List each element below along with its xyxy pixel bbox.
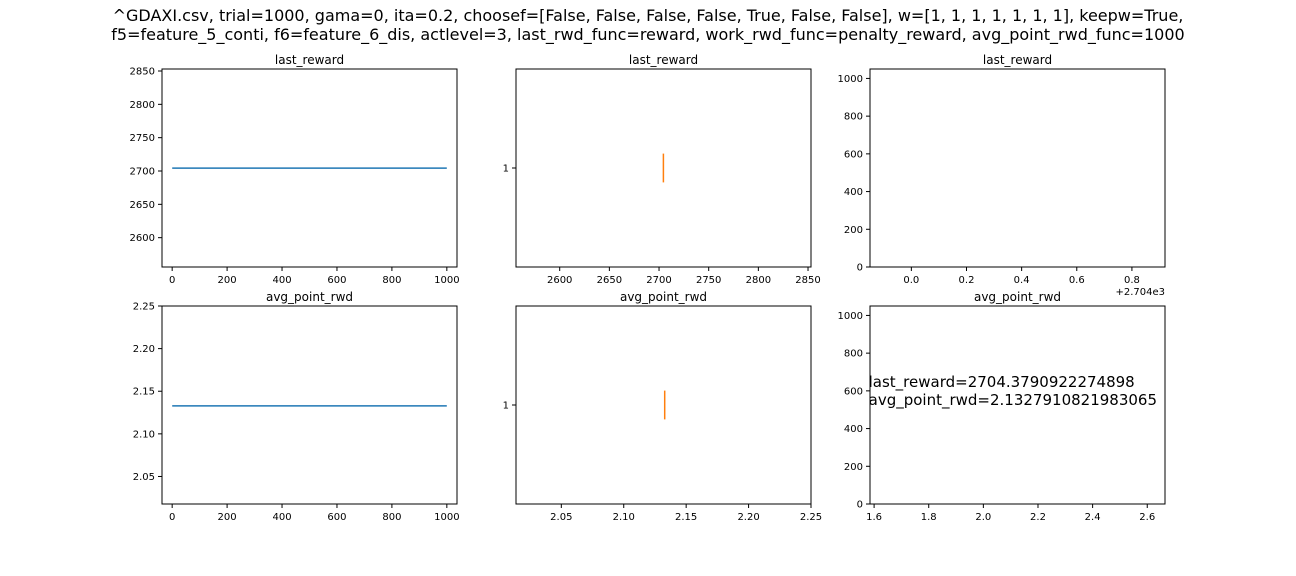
- y-tick-label: 200: [844, 462, 863, 473]
- subplot-2: last_reward 2600 2650 2700 2750 2800 2850 1: [503, 53, 821, 286]
- axes-frame: [869, 305, 1166, 505]
- x-tick-label: 2.6: [1139, 512, 1155, 523]
- subplot-3: last_reward 0.0 0.2 0.4 0.6 0.8 0 200 400 600 800 1…: [838, 53, 1166, 298]
- x-tick-label: 0.4: [1014, 275, 1030, 286]
- subplot-title: last_reward: [629, 53, 698, 67]
- subplot-title: avg_point_rwd: [974, 290, 1061, 304]
- axes-frame: [869, 68, 1166, 268]
- y-tick-label: 1: [503, 401, 509, 412]
- x-tick-label: 2.2: [1030, 512, 1046, 523]
- x-tick-label: 1000: [434, 275, 459, 286]
- y-tick-label: 200: [844, 225, 863, 236]
- x-tick-label: 2.15: [675, 512, 697, 523]
- x-tick-label: 600: [327, 512, 346, 523]
- subplot-title: last_reward: [275, 53, 344, 67]
- figure-suptitle: ^GDAXI.csv, trial=1000, gama=0, ita=0.2,…: [0, 6, 1296, 44]
- x-tick-label: 0: [169, 275, 175, 286]
- suptitle-line-2: f5=feature_5_conti, f6=feature_6_dis, ac…: [111, 25, 1185, 44]
- subplot-1: last_reward 0 200 400 600 800 1000 2600 2650 2700…: [130, 53, 460, 286]
- axes-frame: [515, 68, 812, 268]
- y-tick-label: 2.10: [133, 429, 155, 440]
- subplot-6: avg_point_rwd 1.6 1.8 2.0 2.2 2.4 2.6 0 200 400 60…: [838, 290, 1166, 523]
- subplot-title: avg_point_rwd: [620, 290, 707, 304]
- x-tick-label: 2.10: [613, 512, 635, 523]
- annotation-line-2: avg_point_rwd=2.1327910821983065: [869, 391, 1157, 410]
- x-tick-label: 0.2: [959, 275, 975, 286]
- x-tick-label: 1000: [434, 512, 459, 523]
- x-tick-label: 2700: [646, 275, 671, 286]
- subplot-5: avg_point_rwd 2.05 2.10 2.15 2.20 2.25 1: [503, 290, 823, 523]
- x-offset-text: +2.704e3: [1115, 287, 1165, 298]
- y-tick-label: 800: [844, 349, 863, 360]
- x-tick-label: 200: [218, 275, 237, 286]
- x-tick-label: 2.25: [800, 512, 822, 523]
- subplot-title: last_reward: [983, 53, 1052, 67]
- y-tick-label: 0: [857, 500, 863, 511]
- y-tick-label: 2.25: [133, 302, 155, 313]
- x-tick-label: 2800: [746, 275, 771, 286]
- y-tick-label: 2.20: [133, 344, 155, 355]
- x-tick-label: 0: [169, 512, 175, 523]
- x-tick-label: 2.20: [737, 512, 759, 523]
- y-tick-label: 800: [844, 112, 863, 123]
- y-tick-label: 400: [844, 187, 863, 198]
- x-tick-label: 1.6: [866, 512, 882, 523]
- y-tick-label: 2.05: [133, 472, 155, 483]
- x-tick-label: 2.4: [1085, 512, 1101, 523]
- x-tick-label: 2750: [696, 275, 721, 286]
- axes-frame: [515, 305, 812, 505]
- x-tick-label: 2.0: [975, 512, 991, 523]
- y-tick-label: 600: [844, 149, 863, 160]
- y-tick-label: 2650: [130, 200, 155, 211]
- x-tick-label: 0.8: [1124, 275, 1140, 286]
- x-tick-label: 2650: [597, 275, 622, 286]
- x-tick-label: 1.8: [921, 512, 937, 523]
- subplot-4: avg_point_rwd 0 200 400 600 800 1000 2.05 2.10 2.…: [133, 290, 460, 523]
- y-tick-label: 1: [503, 164, 509, 175]
- y-tick-label: 2800: [130, 100, 155, 111]
- x-tick-label: 2600: [547, 275, 572, 286]
- x-tick-label: 0.6: [1069, 275, 1085, 286]
- axes-frame: [161, 305, 458, 505]
- suptitle-line-1: ^GDAXI.csv, trial=1000, gama=0, ita=0.2,…: [112, 6, 1184, 25]
- x-tick-label: 400: [272, 275, 291, 286]
- y-tick-label: 2.15: [133, 387, 155, 398]
- y-tick-label: 2700: [130, 167, 155, 178]
- x-tick-label: 400: [272, 512, 291, 523]
- y-tick-label: 2850: [130, 67, 155, 78]
- subplot-title: avg_point_rwd: [266, 290, 353, 304]
- x-tick-label: 600: [327, 275, 346, 286]
- y-tick-label: 2750: [130, 133, 155, 144]
- y-tick-label: 0: [857, 263, 863, 274]
- x-tick-label: 200: [218, 512, 237, 523]
- x-tick-label: 2.05: [550, 512, 572, 523]
- x-tick-label: 0.0: [903, 275, 919, 286]
- y-tick-label: 400: [844, 424, 863, 435]
- y-tick-label: 600: [844, 386, 863, 397]
- y-tick-label: 2600: [130, 233, 155, 244]
- y-tick-label: 1000: [838, 74, 863, 85]
- annotation-line-1: last_reward=2704.3790922274898: [869, 373, 1135, 392]
- y-tick-label: 1000: [838, 311, 863, 322]
- x-tick-label: 800: [382, 275, 401, 286]
- x-tick-label: 800: [382, 512, 401, 523]
- x-tick-label: 2850: [795, 275, 820, 286]
